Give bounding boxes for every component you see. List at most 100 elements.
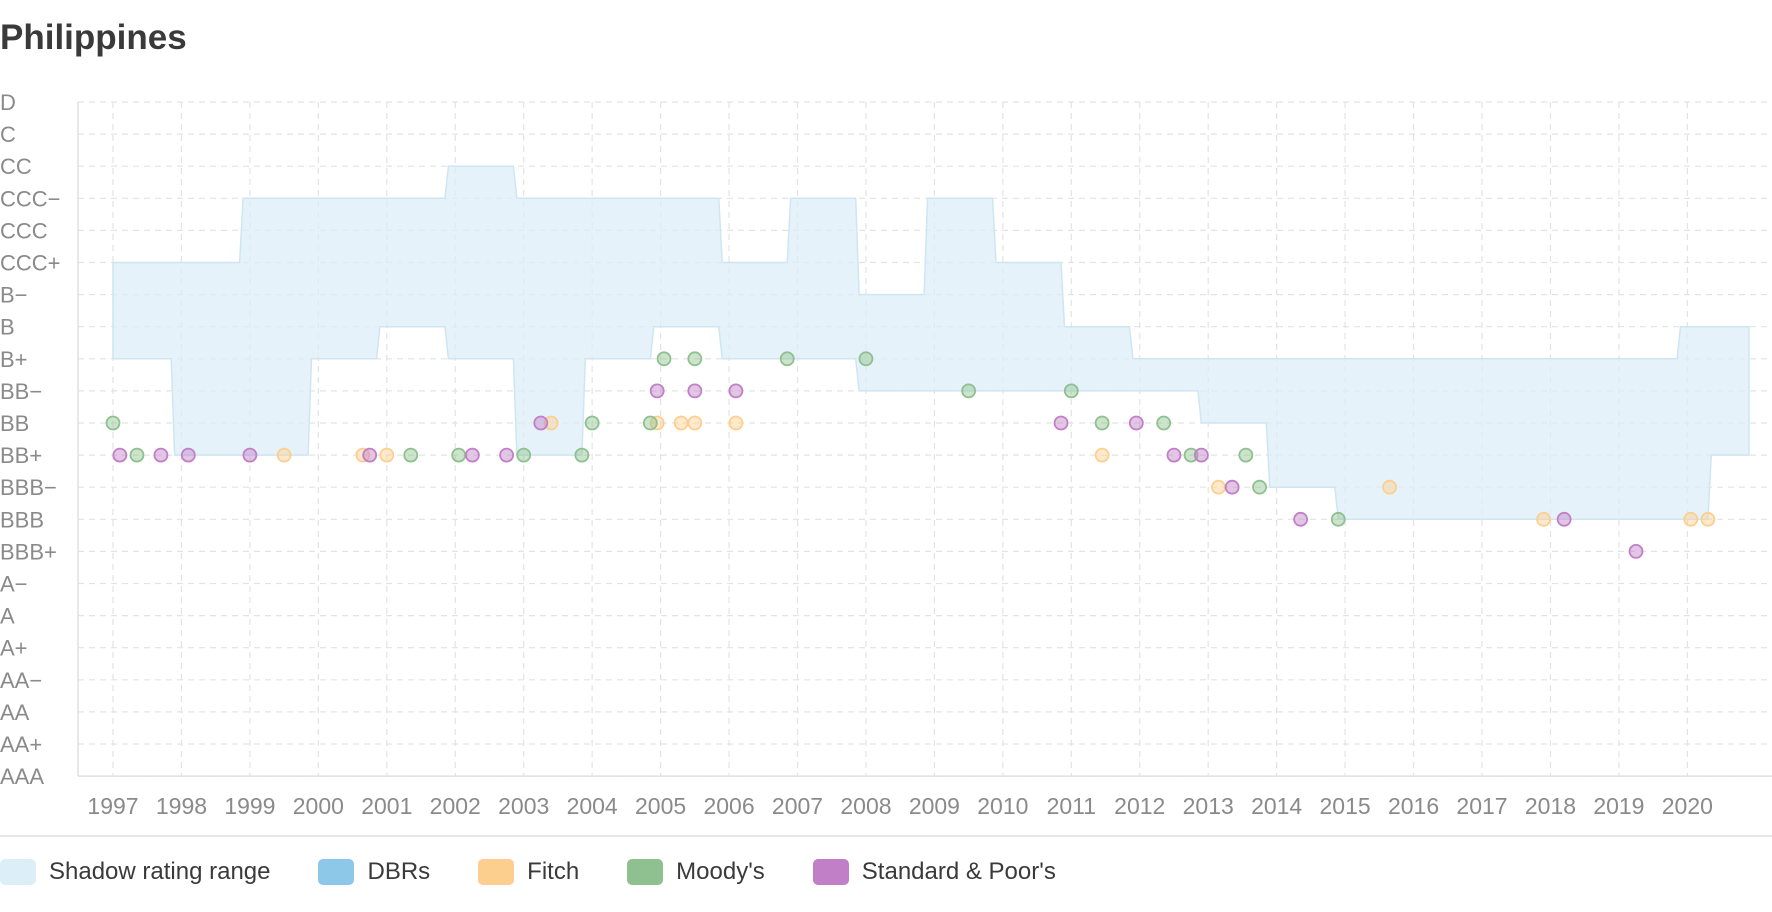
standard-poor-s-rating-point[interactable] <box>180 447 196 463</box>
standard-poor-s-rating-point[interactable] <box>362 447 378 463</box>
moody-s-rating-point[interactable] <box>129 447 145 463</box>
fitch-rating-point[interactable] <box>673 415 689 431</box>
standard-poor-s-rating-point[interactable] <box>499 447 514 463</box>
fitch-rating-point[interactable] <box>543 415 559 431</box>
x-tick-label: 2014 <box>1251 793 1302 819</box>
y-tick-label: BBB <box>0 507 44 532</box>
x-tick-label: 1998 <box>156 793 207 819</box>
moody-s-rating-point[interactable] <box>403 447 419 463</box>
moody-s-rating-point[interactable] <box>1094 415 1110 431</box>
y-tick-label: CC <box>0 154 32 179</box>
legend-item[interactable]: Moody's <box>627 858 765 886</box>
fitch-rating-point[interactable] <box>1700 511 1716 527</box>
standard-poor-s-rating-point[interactable] <box>728 383 744 399</box>
x-tick-label: 2020 <box>1662 793 1713 819</box>
fitch-rating-point[interactable] <box>1536 511 1552 527</box>
x-tick-label: 2019 <box>1593 793 1644 819</box>
x-tick-label: 2001 <box>361 793 412 819</box>
legend-swatch <box>478 859 515 885</box>
x-axis-tick-labels: 1997 1998 1999 2000 2001 2002 2003 2004 2005 2006… <box>87 793 1713 819</box>
moody-s-rating-point[interactable] <box>1063 383 1079 399</box>
moody-s-rating-point[interactable] <box>1330 511 1346 527</box>
moody-s-rating-point[interactable] <box>642 415 658 431</box>
y-tick-label: B <box>0 315 15 340</box>
moody-s-rating-point[interactable] <box>584 415 600 431</box>
x-tick-label: 2013 <box>1183 793 1234 819</box>
y-tick-label: BBB− <box>0 475 57 500</box>
standard-poor-s-rating-point[interactable] <box>153 447 169 463</box>
standard-poor-s-rating-point[interactable] <box>1193 447 1209 463</box>
legend-label: Standard & Poor's <box>861 858 1056 885</box>
moody-s-rating-point[interactable] <box>105 415 121 431</box>
legend-swatch <box>0 859 36 885</box>
moody-s-rating-point[interactable] <box>961 383 977 399</box>
fitch-rating-point[interactable] <box>687 415 703 431</box>
standard-poor-s-rating-point[interactable] <box>464 447 480 463</box>
y-tick-label: B− <box>0 283 28 308</box>
moody-s-rating-point[interactable] <box>451 447 467 463</box>
y-tick-label: A <box>0 604 15 629</box>
y-tick-label: CCC <box>0 218 48 243</box>
x-tick-label: 2005 <box>635 793 686 819</box>
standard-poor-s-rating-point[interactable] <box>1053 415 1069 431</box>
standard-poor-s-rating-point[interactable] <box>1293 511 1309 527</box>
moody-s-rating-point[interactable] <box>1238 447 1254 463</box>
legend-label: Moody's <box>676 858 765 885</box>
x-tick-label: 2006 <box>703 793 754 819</box>
fitch-rating-point[interactable] <box>1683 511 1699 527</box>
y-tick-label: AAA <box>0 764 44 789</box>
fitch-rating-point[interactable] <box>1094 447 1110 463</box>
fitch-rating-point[interactable] <box>1211 479 1226 495</box>
legend-label: DBRs <box>367 858 431 885</box>
fitch-rating-point[interactable] <box>379 447 395 463</box>
legend-item[interactable]: Shadow rating range <box>0 858 270 886</box>
standard-poor-s-rating-point[interactable] <box>1224 479 1240 495</box>
y-tick-label: BBB+ <box>0 539 57 564</box>
legend-item[interactable]: DBRs <box>318 858 430 886</box>
moody-s-rating-point[interactable] <box>516 447 532 463</box>
legend-item[interactable]: Standard & Poor's <box>812 858 1056 886</box>
chart-title: Philippines <box>0 18 187 57</box>
moody-s-rating-point[interactable] <box>858 351 874 367</box>
moody-s-rating-point[interactable] <box>779 351 795 367</box>
x-tick-label: 2002 <box>430 793 481 819</box>
x-tick-label: 2012 <box>1114 793 1165 819</box>
standard-poor-s-rating-point[interactable] <box>687 383 703 399</box>
legend-swatch <box>812 859 849 885</box>
moody-s-rating-point[interactable] <box>1156 415 1172 431</box>
y-tick-label: C <box>0 122 16 147</box>
y-tick-label: AA− <box>0 668 42 693</box>
moody-s-rating-point[interactable] <box>574 447 590 463</box>
moody-s-rating-point[interactable] <box>1183 447 1199 463</box>
y-tick-label: AA <box>0 700 30 725</box>
legend-item[interactable]: Fitch <box>478 858 579 886</box>
rating-history-chart: DCCCCCC−CCCCCC+B−BB+BB−BBBB+BBB−BBBBBB+A… <box>0 90 1772 837</box>
y-tick-label: A+ <box>0 636 28 661</box>
standard-poor-s-rating-point[interactable] <box>1556 511 1572 527</box>
y-tick-label: BB <box>0 411 29 436</box>
standard-poor-s-rating-point[interactable] <box>1128 415 1144 431</box>
y-tick-label: CCC− <box>0 186 61 211</box>
x-tick-label: 2015 <box>1320 793 1371 819</box>
legend-label: Shadow rating range <box>49 858 271 885</box>
y-tick-label: BB− <box>0 379 42 404</box>
fitch-rating-point[interactable] <box>728 415 744 431</box>
standard-poor-s-rating-point[interactable] <box>1628 544 1644 559</box>
y-tick-label: CCC+ <box>0 251 61 276</box>
standard-poor-s-rating-point[interactable] <box>649 383 665 399</box>
x-tick-label: 1997 <box>87 793 138 819</box>
moody-s-rating-point[interactable] <box>656 351 672 367</box>
standard-poor-s-rating-point[interactable] <box>242 447 258 463</box>
x-tick-label: 2003 <box>498 793 549 819</box>
standard-poor-s-rating-point[interactable] <box>1166 447 1182 463</box>
x-tick-label: 2007 <box>772 793 823 819</box>
x-tick-label: 2016 <box>1388 793 1439 819</box>
moody-s-rating-point[interactable] <box>687 351 703 367</box>
legend: Shadow rating range DBRs Fitch Moody's Stand… <box>0 855 1104 889</box>
x-tick-label: 2004 <box>567 793 618 819</box>
standard-poor-s-rating-point[interactable] <box>112 447 128 463</box>
fitch-rating-point[interactable] <box>1382 479 1397 495</box>
moody-s-rating-point[interactable] <box>1252 479 1267 495</box>
fitch-rating-point[interactable] <box>276 447 292 463</box>
standard-poor-s-rating-point[interactable] <box>533 415 549 431</box>
